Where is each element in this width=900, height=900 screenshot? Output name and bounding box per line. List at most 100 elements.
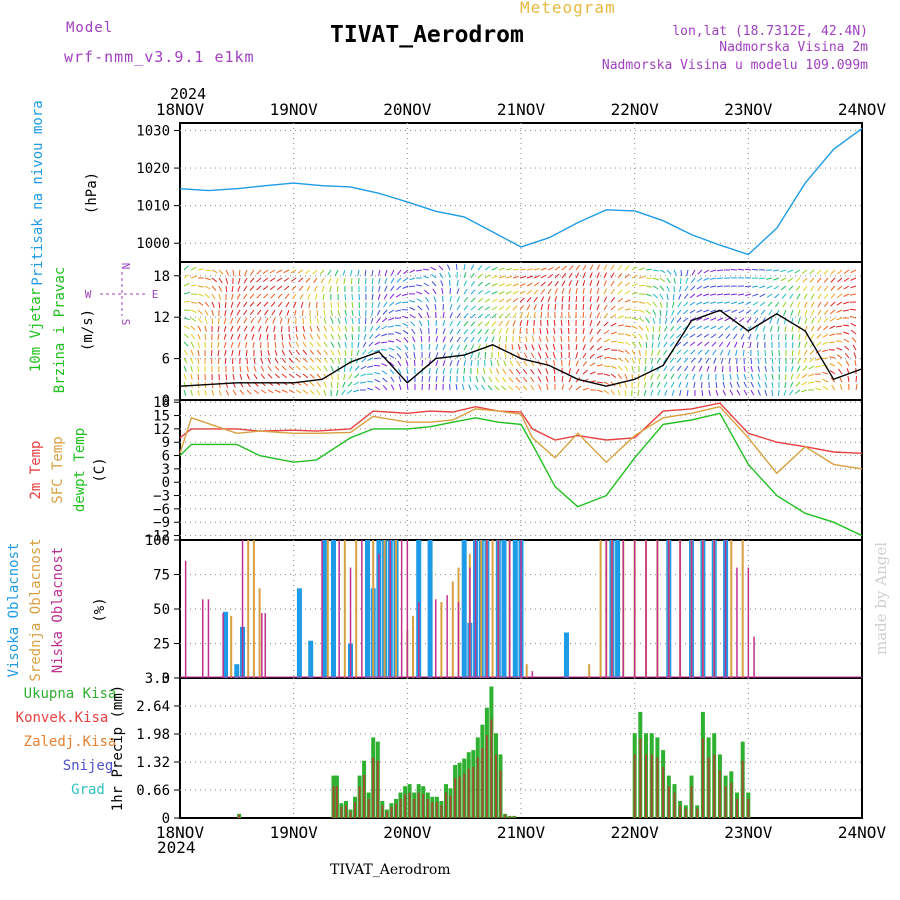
wind-barb [750, 381, 755, 388]
wind-barb [850, 285, 857, 289]
wind-barb [568, 288, 571, 295]
wind-barb [752, 285, 759, 288]
wind-barb [316, 309, 319, 317]
wind-barb [582, 328, 585, 335]
wind-barb [501, 385, 507, 391]
wind-barb [804, 341, 808, 348]
wind-barb [664, 317, 668, 324]
wind-barb [442, 328, 446, 335]
wind-barb [676, 309, 682, 316]
wind-barb [617, 357, 624, 362]
wind-barb [783, 309, 787, 316]
wind-barb [656, 373, 661, 380]
wind-barb [624, 381, 627, 388]
wind-barb [817, 309, 822, 316]
wind-barb [645, 325, 650, 332]
wind-barb [530, 352, 535, 359]
wind-barb [596, 355, 603, 359]
wind-barb [547, 281, 553, 287]
wind-barb [383, 301, 388, 308]
wind-barb [374, 333, 381, 339]
wind-barb [610, 272, 615, 279]
wind-barb [256, 277, 262, 283]
wind-barb [381, 341, 388, 344]
wind-barb [239, 373, 243, 380]
wind-barb [764, 349, 766, 357]
wind-barb [759, 293, 766, 298]
cloud-bar-1 [412, 615, 414, 678]
wind-barb [773, 277, 780, 281]
wind-barb [645, 309, 651, 315]
wind-barb [519, 275, 526, 279]
cloud-bar-2 [679, 540, 681, 678]
wind-barb [316, 365, 322, 371]
wind-barb [290, 269, 297, 274]
wind-barb [358, 277, 360, 285]
wind-barb [384, 269, 388, 276]
wind-barb [309, 389, 315, 395]
conv-precip-bar [449, 795, 452, 818]
wind-barb [295, 357, 301, 363]
wind-barb [715, 389, 719, 396]
lonlat-label: lon,lat (18.7312E, 42.4N) [672, 24, 868, 39]
wind-barb [703, 301, 710, 305]
wind-barb [624, 341, 631, 346]
wind-barb [589, 362, 596, 367]
cloud-bar-1 [440, 602, 443, 678]
wind-barb [409, 285, 416, 288]
wind-barb [245, 341, 248, 348]
wind-barb [836, 354, 843, 359]
wind-barb [243, 277, 248, 284]
wind-barb [708, 389, 711, 397]
conv-precip-bar [463, 773, 466, 818]
wind-barb [801, 373, 808, 379]
meteogram-label: Meteogram [520, 0, 616, 17]
wind-barb [477, 298, 484, 303]
wind-barb [519, 320, 523, 327]
wind-barb [183, 300, 191, 303]
wind-barb [276, 269, 283, 274]
station-title: TIVAT_Aerodrom [330, 22, 524, 48]
wind-barb [753, 309, 759, 315]
cloud-bar-2 [633, 540, 636, 678]
wind-barb [777, 325, 780, 332]
wind-speed-line [179, 309, 863, 387]
wind-barb [676, 349, 682, 355]
wind-barb [302, 357, 308, 363]
wind-barb [696, 301, 703, 305]
wind-barb [250, 317, 255, 324]
wind-barb [367, 365, 374, 368]
wind-barb [631, 333, 638, 339]
wind-barb [505, 313, 511, 319]
wind-barb [519, 312, 524, 319]
wind-barb [302, 325, 305, 332]
wind-barb [658, 325, 661, 332]
wind-barb [218, 381, 221, 388]
wind-barb [237, 333, 241, 340]
y-tick-label-temperature: 15 [153, 409, 170, 425]
wind-barb [631, 274, 638, 279]
wind-barb [439, 272, 444, 279]
wind-barb [532, 327, 535, 335]
conv-precip-bar [736, 798, 738, 818]
wind-barb [484, 282, 491, 287]
wind-barb [470, 272, 475, 279]
wind-barb [494, 385, 500, 391]
wind-barb [512, 290, 519, 295]
wind-barb [787, 269, 794, 273]
wind-barb [802, 365, 808, 371]
wind-barb [830, 269, 836, 275]
wind-barb [830, 293, 836, 299]
wind-barb [243, 293, 248, 300]
wind-barb [603, 330, 610, 335]
wind-barb [801, 269, 808, 274]
wind-barb [481, 384, 486, 391]
wind-barb [568, 384, 573, 391]
wind-barb [682, 317, 689, 323]
wind-barb [596, 381, 603, 384]
wind-barb [519, 268, 526, 271]
wind-barb [526, 312, 530, 319]
wind-barb [351, 325, 354, 332]
cloud-bar-2 [486, 540, 488, 678]
wind-barb [477, 336, 482, 343]
